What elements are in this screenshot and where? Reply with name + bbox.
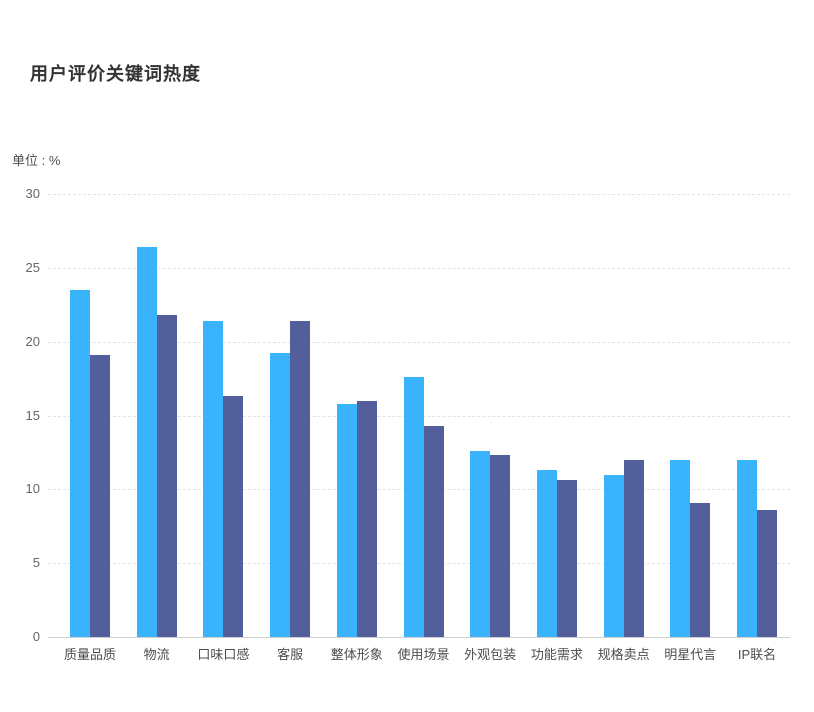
bar-series-2-口味口感[interactable] bbox=[223, 396, 244, 637]
x-axis-category-label: 功能需求 bbox=[530, 647, 583, 662]
bar-series-1-物流[interactable] bbox=[136, 247, 157, 637]
bar-series-1-整体形象[interactable] bbox=[336, 403, 357, 637]
bar-series-1-口味口感[interactable] bbox=[203, 321, 224, 637]
x-axis-category-label: IP联名 bbox=[737, 647, 777, 662]
bar-series-2-规格卖点[interactable] bbox=[623, 459, 644, 637]
bar-group bbox=[737, 194, 777, 637]
bar-group bbox=[403, 194, 444, 637]
bar-series-1-IP联名[interactable] bbox=[737, 459, 757, 637]
bar-series-2-外观包装[interactable] bbox=[490, 455, 511, 637]
y-axis-tick-label: 15 bbox=[25, 407, 40, 423]
bar-series-1-明星代言[interactable] bbox=[670, 459, 691, 637]
bar-group bbox=[336, 194, 377, 637]
bar-series-2-IP联名[interactable] bbox=[757, 510, 777, 637]
x-axis-category-label: 使用场景 bbox=[397, 647, 450, 662]
y-axis-tick-label: 10 bbox=[25, 481, 40, 497]
x-axis-category-label: 物流 bbox=[143, 647, 170, 662]
bar-series-2-物流[interactable] bbox=[156, 315, 177, 637]
y-axis-tick-label: 25 bbox=[25, 259, 40, 275]
bar-group bbox=[270, 194, 311, 637]
gridline-y25 bbox=[48, 267, 790, 269]
y-axis-tick-label: 30 bbox=[25, 186, 40, 201]
bar-series-1-外观包装[interactable] bbox=[470, 450, 491, 637]
x-axis-category-label: 质量品质 bbox=[63, 647, 117, 662]
bar-series-1-功能需求[interactable] bbox=[536, 470, 557, 637]
bar-group bbox=[536, 194, 577, 637]
x-axis-category-label: 规格卖点 bbox=[597, 647, 650, 662]
x-axis-category-label: 明星代言 bbox=[664, 647, 717, 662]
bar-series-2-功能需求[interactable] bbox=[556, 480, 577, 637]
y-axis-tick-label: 0 bbox=[32, 629, 40, 644]
bar-series-1-使用场景[interactable] bbox=[403, 377, 424, 637]
bar-chart-plot: 0 5 10 15 20 25 30 质量品质 物流 口味口感 客服 整体形象 使用场景 外观包装 功能需求… bbox=[26, 186, 790, 662]
bar-series-2-使用场景[interactable] bbox=[423, 425, 444, 637]
bar-group bbox=[136, 194, 177, 637]
gridline-y30 bbox=[48, 194, 790, 195]
bar-series-1-规格卖点[interactable] bbox=[603, 474, 624, 637]
gridline-y20 bbox=[48, 341, 790, 343]
bar-group bbox=[670, 194, 711, 637]
bar-series-2-明星代言[interactable] bbox=[690, 502, 711, 637]
bar-group bbox=[603, 194, 644, 637]
x-axis-category-label: 整体形象 bbox=[330, 647, 383, 662]
unit-label: 单位 : % bbox=[12, 153, 61, 168]
bar-series-2-客服[interactable] bbox=[290, 321, 311, 637]
bar-series-1-质量品质[interactable] bbox=[70, 289, 90, 637]
chart-title: 用户评价关键词热度 bbox=[30, 64, 201, 84]
bar-group bbox=[470, 194, 511, 637]
y-axis-tick-label: 20 bbox=[25, 333, 40, 349]
bar-series-2-质量品质[interactable] bbox=[90, 354, 110, 637]
x-axis-line bbox=[48, 637, 790, 638]
x-axis-category-label: 外观包装 bbox=[464, 647, 517, 662]
y-axis-tick-label: 5 bbox=[32, 555, 40, 571]
bar-group bbox=[203, 194, 244, 637]
x-axis-category-label: 口味口感 bbox=[197, 647, 250, 662]
bar-group bbox=[70, 194, 110, 637]
bar-series-1-客服[interactable] bbox=[270, 353, 291, 637]
bar-series-2-整体形象[interactable] bbox=[356, 400, 377, 637]
x-axis-category-label: 客服 bbox=[277, 647, 304, 662]
